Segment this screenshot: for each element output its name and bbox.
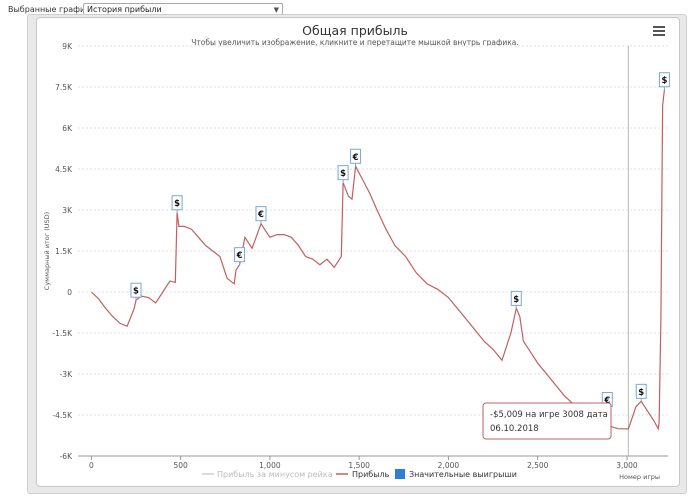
chevron-down-icon: ▼ — [273, 6, 279, 14]
series-line-profit[interactable] — [90, 89, 665, 431]
x-tick-label: 2,500 — [527, 461, 549, 470]
legend-label-big-wins: Значительные выигрыши — [409, 470, 517, 479]
legend-item-profit[interactable]: Прибыль — [336, 470, 390, 479]
y-tick-label: 0 — [67, 288, 72, 297]
svg-text:$: $ — [133, 287, 139, 297]
x-tick-label: 3,000 — [616, 461, 638, 470]
x-tick-label: 0 — [89, 461, 94, 470]
chart-subtitle: Чтобы увеличить изображение, кликните и … — [191, 38, 519, 47]
x-tick-label: 2,000 — [438, 461, 460, 470]
tooltip-line-1: -$5,009 на игре 3008 дата — [490, 410, 608, 420]
x-tick-label: 1,500 — [348, 461, 370, 470]
legend-label-profit: Прибыль — [352, 470, 390, 479]
svg-text:€: € — [603, 396, 610, 406]
dollar-win-marker-icon[interactable]: $ — [658, 72, 670, 90]
y-tick-label: 7.5K — [55, 83, 73, 92]
svg-text:$: $ — [340, 169, 346, 179]
dollar-win-marker-icon[interactable]: $ — [171, 195, 183, 213]
dollar-win-marker-icon[interactable]: $ — [337, 165, 349, 183]
y-tick-label: 4.5K — [55, 165, 73, 174]
chart-selector-label: Выбранные графики: — [8, 5, 98, 14]
y-tick-label: -4.5K — [52, 411, 73, 420]
euro-win-marker-icon[interactable]: € — [350, 148, 362, 167]
y-tick-label: -6K — [60, 452, 73, 461]
x-axis-ticks: 0 500 1,000 1,500 2,000 2,500 3,000 — [89, 456, 638, 470]
chart-grid — [78, 45, 668, 457]
chart-title: Общая прибыль — [302, 23, 408, 38]
tooltip: -$5,009 на игре 3008 дата 06.10.2018 — [482, 402, 612, 440]
hamburger-menu-icon[interactable] — [653, 26, 665, 36]
x-tick-label: 1,000 — [259, 461, 281, 470]
dollar-win-marker-icon[interactable]: $ — [130, 282, 142, 301]
y-tick-label: 1.5K — [55, 247, 73, 256]
legend-square-icon — [395, 469, 405, 479]
svg-text:$: $ — [661, 76, 667, 86]
x-tick-label: 500 — [173, 461, 188, 470]
chart-selector-bar: Выбранные графики: История прибыли ▼ — [0, 0, 700, 20]
euro-win-marker-icon[interactable]: € — [234, 247, 246, 265]
svg-text:$: $ — [513, 295, 519, 305]
y-tick-label: -3K — [60, 370, 73, 379]
y-tick-label: 9K — [62, 42, 73, 51]
y-tick-label: 3K — [62, 206, 73, 215]
svg-text:€: € — [352, 153, 359, 163]
svg-text:$: $ — [174, 199, 180, 209]
legend: Прибыль за минусом рейка Прибыль Значите… — [202, 469, 517, 479]
legend-label-net-profit: Прибыль за минусом рейка — [217, 470, 333, 479]
dollar-win-marker-icon[interactable]: $ — [635, 383, 647, 402]
legend-item-net-profit[interactable]: Прибыль за минусом рейка — [202, 470, 333, 479]
y-axis-ticks: 9K 7.5K 6K 4.5K 3K 1.5K 0 -1.5K -3K -4.5K -6K — [52, 42, 73, 461]
big-win-markers[interactable]: $ $ € € $ € $ € $ $ — [130, 72, 670, 410]
svg-text:€: € — [257, 210, 264, 220]
y-tick-label: 6K — [62, 124, 73, 133]
euro-win-marker-icon[interactable]: € — [255, 206, 267, 224]
chart-selector-value: История прибыли — [87, 5, 162, 14]
y-axis-title: Суммарный итог (USD) — [43, 212, 51, 290]
x-axis-title: Номер игры — [619, 473, 660, 481]
dollar-win-marker-icon[interactable]: $ — [510, 290, 522, 309]
svg-text:€: € — [236, 251, 243, 261]
legend-item-big-wins[interactable]: Значительные выигрыши — [395, 469, 517, 479]
svg-text:$: $ — [638, 388, 644, 398]
y-tick-label: -1.5K — [52, 329, 73, 338]
tooltip-line-2: 06.10.2018 — [490, 424, 539, 434]
